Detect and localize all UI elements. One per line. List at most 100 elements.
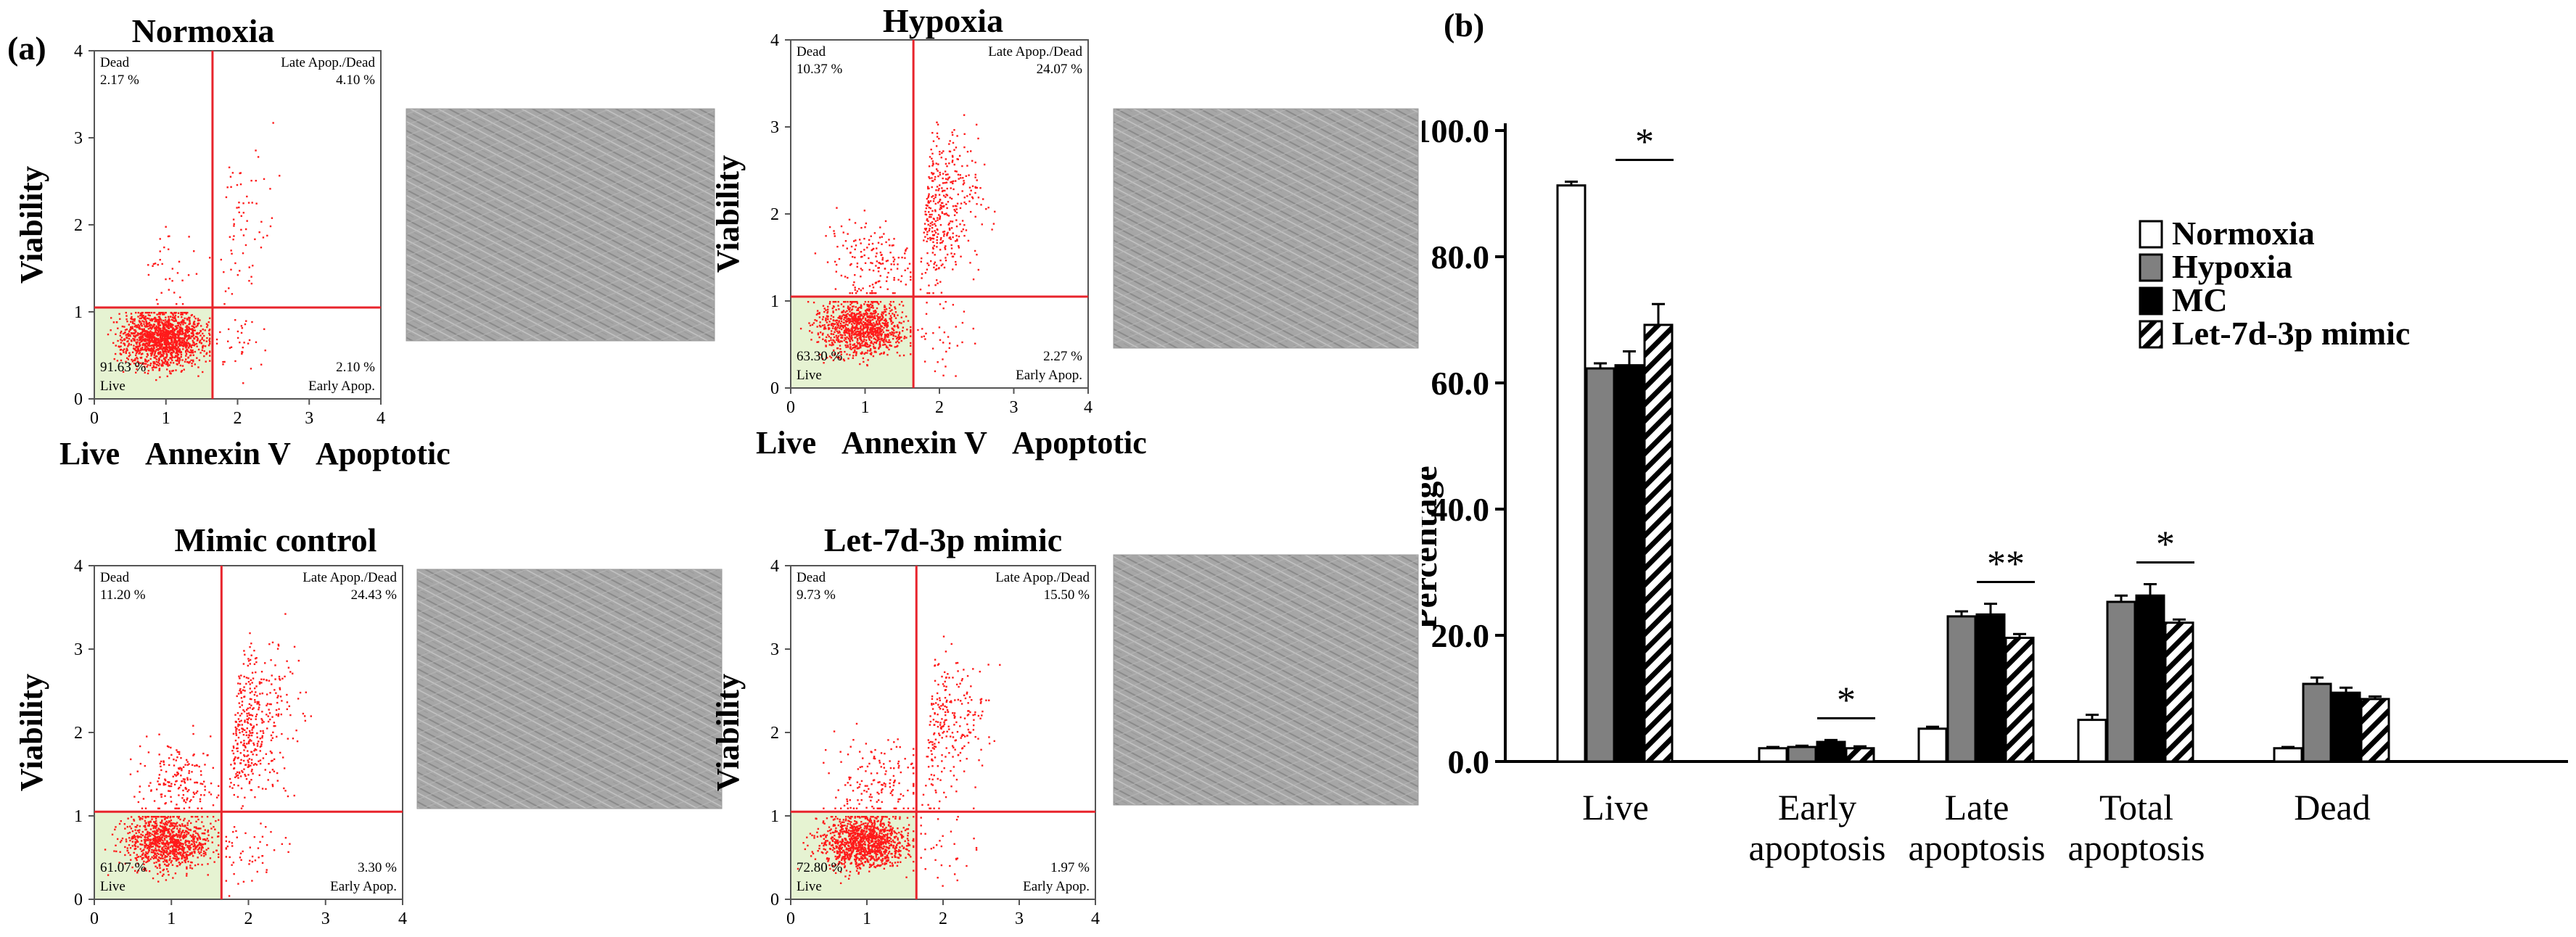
population-late [229,613,312,809]
quadrant-label-live: Live [100,379,125,394]
y-tick-label: 2 [74,216,83,235]
bar [2135,594,2165,763]
quadrant-value-dead: 10.37 % [797,62,843,77]
quadrant-value-late: 15.50 % [1044,587,1090,603]
bar [2106,600,2136,763]
quadrant-label-late: Late Apop./Dead [281,55,375,70]
quadrant-label-early: Early Apop. [1023,879,1090,894]
bar [2331,691,2361,763]
legend-label: Normoxia [2172,215,2315,252]
y-tick-label: 0 [74,390,83,409]
y-tick-label: 0 [74,891,83,909]
y-axis-label: Viability [710,674,746,791]
bar [1643,323,1674,763]
category-label: Late [1945,787,2009,827]
category-label: Total [2099,787,2173,827]
y-tick-label: 0.0 [1448,743,1490,780]
category-label: Dead [2294,787,2371,827]
quadrant-label-live: Live [797,368,822,383]
x-tick-label: 2 [939,909,947,928]
category-label: apoptosis [2068,827,2205,868]
legend-label: Let-7d-3p mimic [2172,315,2410,352]
micrograph-image [416,569,723,809]
legend-label: MC [2172,281,2228,318]
y-tick-label: 1 [770,807,779,826]
legend-swatch [2139,286,2163,315]
quadrant-value-live: 72.80 % [797,860,843,875]
bar-group-5: Dead [2273,676,2390,827]
population-dead [814,207,912,294]
population-early [917,301,976,377]
bar [1917,727,1948,763]
x-tick-label: 0 [786,398,795,417]
y-tick-label: 20.0 [1431,617,1490,654]
bar [1787,746,1817,763]
quadrant-label-live: Live [100,879,125,894]
scatter-points [797,635,1001,887]
category-label: Early [1778,787,1856,827]
bar [2164,622,2194,763]
category-label: apoptosis [1909,827,2046,868]
population-live [107,312,211,381]
y-tick-label: 4 [770,31,779,50]
population-live [797,816,915,885]
quadrant-value-late: 24.07 % [1037,62,1083,77]
x-tick-label: 4 [1084,398,1092,417]
quadrant-value-live: 63.30 % [797,349,843,364]
legend-label: Hypoxia [2172,248,2292,285]
facs-title: Normoxia [132,12,275,49]
quadrant-label-dead: Dead [100,570,130,585]
significance-label: ** [1987,544,2025,585]
scatter-points [107,122,281,384]
x-tick-label: 3 [1015,909,1024,928]
population-early [225,822,291,897]
quadrant-value-late: 24.43 % [351,587,398,603]
bar [1975,613,2006,763]
significance-label: * [2156,524,2175,566]
bar-chart: 0.0 20.0 40.0 60.0 80.0 100.0 Percentage Live Ea… [1422,112,2568,868]
x-tick-label: 2 [234,409,242,428]
quadrant-value-live: 91.63 % [100,360,147,375]
population-dead [129,725,220,809]
micrograph-image [1113,554,1419,806]
y-tick-label: 4 [74,42,83,61]
bar-group-1: Live [1556,180,1674,827]
y-axis-label: Viability [14,674,49,791]
quadrant-label-early: Early Apop. [308,379,375,394]
x-tick-label: 1 [863,909,871,928]
panel-label-a: (a) [7,30,46,67]
bar [1556,184,1587,763]
facs-plot-2: Hypoxia Dead 10.37 % Late Apop./Dead 24.07 %… [710,2,1419,461]
legend-swatch [2139,220,2163,249]
y-tick-label: 3 [770,118,779,137]
y-tick-label: 4 [770,557,779,576]
bar [2077,719,2107,763]
facs-plot-3: Mimic control Dead 11.20 % Late Apop./Dead 2… [14,521,723,937]
y-tick-label: 0 [770,891,779,909]
y-tick-label: 2 [74,724,83,743]
x-tick-label: 2 [244,909,253,928]
quadrant-label-late: Late Apop./Dead [995,570,1090,585]
x-axis-label-live: Live [756,425,816,461]
x-axis-label-annexin: Annexin V [841,425,987,461]
y-tick-label: 3 [770,640,779,659]
quadrant-value-early: 2.10 % [336,360,375,375]
x-tick-label: 4 [376,409,385,428]
bar [1614,364,1645,763]
quadrant-value-early: 1.97 % [1050,860,1090,875]
quadrant-label-dead: Dead [797,44,826,59]
quadrant-label-early: Early Apop. [1016,368,1082,383]
quadrant-value-dead: 11.20 % [100,587,146,603]
population-dead [823,722,915,809]
x-tick-label: 0 [90,409,99,428]
bar [2302,682,2332,763]
population-early [215,319,266,384]
quadrant-label-dead: Dead [100,55,130,70]
bar [2273,747,2303,763]
population-live [799,301,912,367]
quadrant-label-dead: Dead [797,570,826,585]
x-tick-label: 1 [167,909,176,928]
